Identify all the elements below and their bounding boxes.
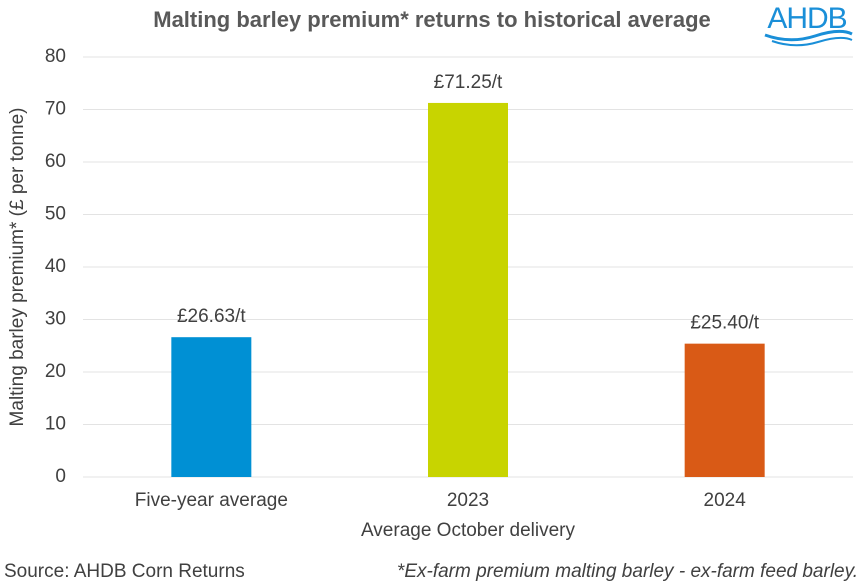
bar — [684, 343, 765, 477]
y-axis-label: Malting barley premium* (£ per tonne) — [7, 108, 28, 427]
source: Source: AHDB Corn Returns — [4, 561, 245, 582]
bar — [171, 337, 252, 477]
x-tick-label: Five-year average — [135, 490, 288, 511]
value-label: £71.25/t — [434, 72, 503, 93]
logo-wave — [764, 29, 853, 42]
x-tick-label: 2023 — [447, 490, 489, 511]
y-tick-label: 20 — [45, 361, 66, 382]
y-tick-label: 70 — [45, 99, 66, 120]
x-tick-label: 2024 — [704, 490, 747, 511]
logo: AHDB — [767, 2, 846, 35]
footnote: *Ex-farm premium malting barley - ex-far… — [397, 561, 858, 582]
y-tick-label: 40 — [45, 256, 66, 277]
y-tick-label: 60 — [45, 151, 66, 172]
x-axis-label: Average October delivery — [361, 520, 576, 541]
y-tick-label: 10 — [45, 414, 66, 435]
value-label: £25.40/t — [690, 313, 759, 334]
bar — [428, 102, 508, 477]
y-tick-label: 0 — [55, 466, 66, 487]
value-label: £26.63/t — [177, 306, 246, 327]
chart-title: Malting barley premium* returns to histo… — [153, 7, 711, 32]
y-tick-label: 30 — [45, 309, 66, 330]
y-tick-label: 50 — [45, 204, 66, 225]
y-tick-label: 80 — [45, 46, 66, 67]
logo-wave — [771, 36, 853, 47]
